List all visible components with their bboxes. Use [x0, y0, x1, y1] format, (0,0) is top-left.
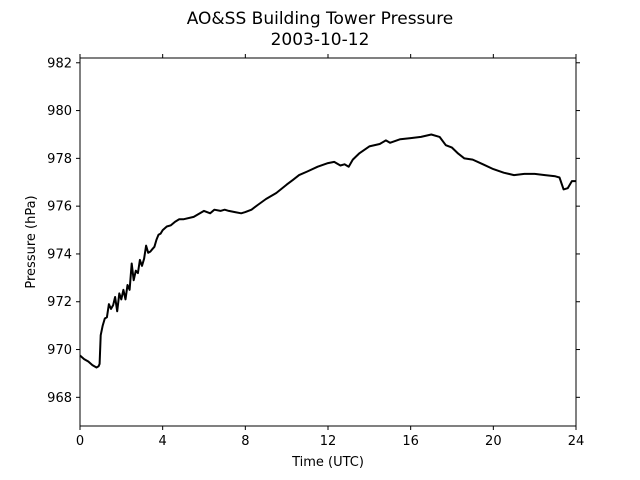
plot-frame	[79, 57, 577, 427]
x-tick-label: 12	[320, 434, 337, 449]
x-tick-label: 20	[485, 434, 502, 449]
chart-title: AO&SS Building Tower Pressure	[187, 9, 454, 29]
y-tick-label: 972	[47, 295, 72, 310]
y-tick-label: 982	[47, 56, 72, 71]
y-axis-label: Pressure (hPa)	[24, 195, 39, 288]
y-tick-label: 970	[47, 343, 72, 358]
y-tick-label: 976	[47, 200, 72, 215]
x-tick-label: 24	[568, 434, 585, 449]
x-tick-label: 0	[76, 434, 84, 449]
x-tick-label: 8	[241, 434, 249, 449]
y-tick-label: 980	[47, 104, 72, 119]
y-tick-label: 974	[47, 247, 72, 262]
x-tick-label: 4	[159, 434, 167, 449]
y-tick-label: 978	[47, 152, 72, 167]
x-tick-label: 16	[402, 434, 419, 449]
chart-subtitle: 2003-10-12	[271, 30, 370, 50]
pressure-series-line	[79, 133, 576, 369]
x-axis-label: Time (UTC)	[291, 455, 364, 470]
y-tick-label: 968	[47, 391, 72, 406]
